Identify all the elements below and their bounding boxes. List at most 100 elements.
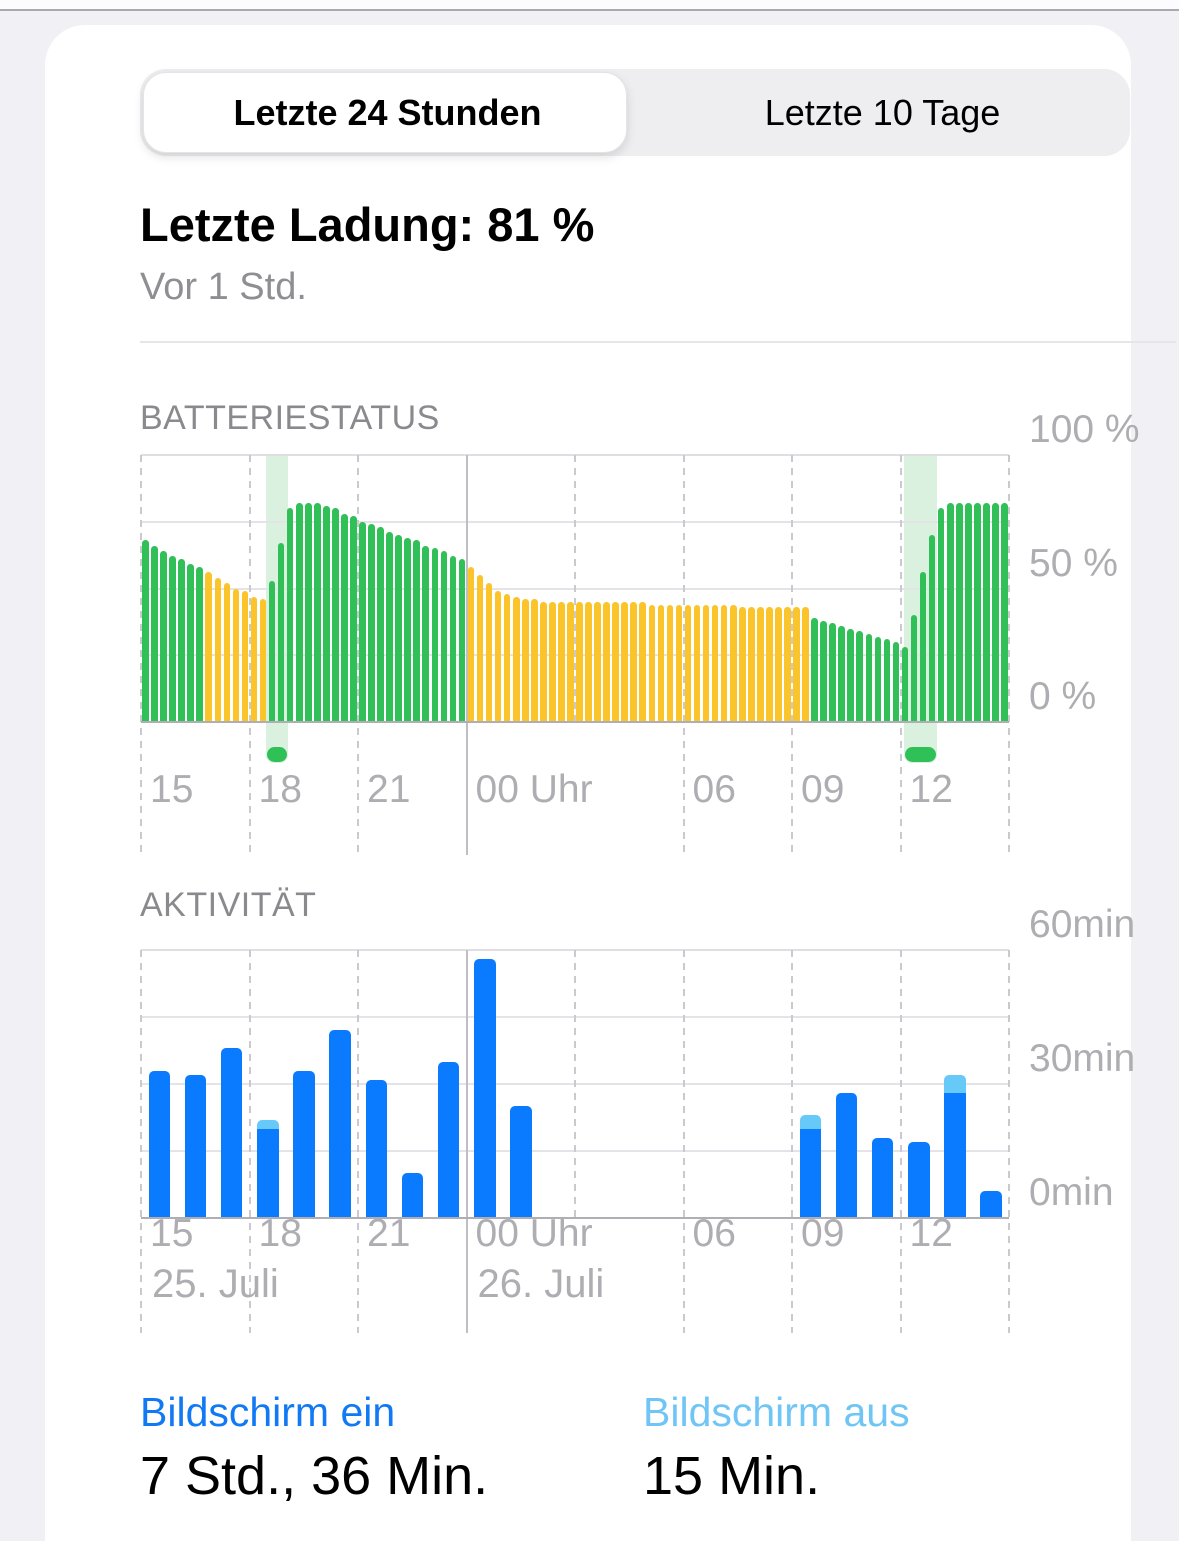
screen-on-segment xyxy=(184,1075,207,1218)
screen-on-segment xyxy=(329,1030,351,1218)
screen-off-segment xyxy=(944,1075,966,1093)
activity-chart[interactable] xyxy=(140,949,1010,1333)
activity-bar xyxy=(835,1092,858,1218)
y-axis-label: 30min xyxy=(1029,1037,1136,1080)
hour-gridline xyxy=(357,455,359,855)
screen-on-segment xyxy=(908,1142,930,1218)
hour-gridline xyxy=(682,455,685,855)
y-axis-label: 60min xyxy=(1029,903,1136,946)
y-axis-label: 50 % xyxy=(1029,541,1118,585)
screen-on-segment xyxy=(510,1106,532,1218)
hour-gridline xyxy=(574,455,576,722)
hour-gridline xyxy=(140,455,142,855)
screen-off-legend-label: Bildschirm aus xyxy=(643,1389,910,1435)
battery-bar xyxy=(332,508,339,722)
battery-bar xyxy=(865,633,873,722)
battery-bar xyxy=(793,607,800,722)
battery-bar xyxy=(395,535,402,722)
battery-bar xyxy=(350,516,357,722)
tab-last-10-days[interactable]: Letzte 10 Tage xyxy=(764,91,1001,133)
battery-bar xyxy=(784,607,791,722)
hour-label: 18 xyxy=(258,1212,302,1255)
battery-bar xyxy=(268,580,276,722)
activity-bar xyxy=(293,1070,315,1218)
battery-bar xyxy=(974,503,981,722)
battery-bar xyxy=(386,532,393,722)
battery-bar xyxy=(693,604,701,722)
battery-bar xyxy=(467,567,475,722)
battery-bar xyxy=(313,503,321,722)
last-charge-title: Letzte Ladung: 81 % xyxy=(140,198,595,251)
battery-bar xyxy=(757,607,764,722)
battery-bar xyxy=(612,601,619,722)
battery-bar xyxy=(503,593,511,722)
battery-bar xyxy=(178,559,185,722)
battery-bar xyxy=(729,604,737,722)
battery-bar xyxy=(494,591,502,722)
battery-bar xyxy=(901,647,909,722)
activity-bar xyxy=(908,1142,930,1218)
battery-bar xyxy=(422,545,430,722)
hour-gridline xyxy=(357,950,359,1333)
battery-bar xyxy=(567,601,574,722)
battery-bar xyxy=(323,505,330,722)
charging-indicator-pill xyxy=(905,747,936,762)
screen-on-segment xyxy=(257,1128,279,1218)
hour-label: 15 xyxy=(150,768,194,811)
divider xyxy=(140,341,1176,343)
battery-bar xyxy=(214,577,222,722)
activity-bar xyxy=(184,1075,207,1218)
battery-bar xyxy=(151,545,158,722)
activity-bar xyxy=(871,1137,894,1218)
hour-label: 15 xyxy=(150,1212,194,1255)
battery-bar xyxy=(142,540,149,722)
battery-bar xyxy=(540,601,547,722)
battery-bar xyxy=(259,599,267,722)
date-label: 26. Juli xyxy=(477,1262,605,1306)
battery-bar xyxy=(992,503,999,722)
battery-bar xyxy=(702,604,710,722)
battery-bar xyxy=(277,543,285,722)
screen-on-segment xyxy=(835,1092,858,1218)
battery-bar xyxy=(304,503,312,722)
battery-bar xyxy=(919,572,927,722)
battery-bar xyxy=(983,503,990,722)
battery-bar xyxy=(576,601,583,722)
hour-gridline xyxy=(248,455,251,855)
battery-bar xyxy=(829,623,836,722)
battery-bar xyxy=(558,601,565,722)
hour-label: 09 xyxy=(801,1212,845,1255)
battery-bar xyxy=(368,524,375,722)
battery-bar xyxy=(883,639,891,722)
last-charge-subtitle: Vor 1 Std. xyxy=(140,266,307,308)
date-label: 25. Juli xyxy=(152,1262,279,1306)
battery-bar xyxy=(476,575,484,722)
screen-on-segment xyxy=(401,1173,424,1218)
battery-bar xyxy=(955,503,963,722)
activity-bar xyxy=(799,1115,821,1218)
hour-gridline xyxy=(791,455,793,855)
hour-label: 21 xyxy=(367,1212,411,1255)
activity-section-title: AKTIVITÄT xyxy=(140,886,317,924)
hour-gridline xyxy=(574,950,576,1218)
hour-gridline xyxy=(1008,950,1010,1333)
hour-label: 12 xyxy=(909,1212,953,1255)
baseline-gridline xyxy=(141,1217,1009,1219)
battery-bar xyxy=(811,617,818,722)
battery-bar xyxy=(856,631,864,722)
battery-bar xyxy=(440,551,448,722)
battery-bar xyxy=(585,601,592,722)
battery-level-chart[interactable] xyxy=(140,454,1010,855)
hour-label: 06 xyxy=(692,768,736,811)
screen-on-segment xyxy=(293,1070,315,1218)
hour-gridline xyxy=(140,950,142,1333)
battery-bar xyxy=(847,628,855,722)
hour-label: 09 xyxy=(801,768,845,811)
tab-last-24-hours[interactable]: Letzte 24 Stunden xyxy=(233,91,542,133)
time-range-segmented-control: Letzte 24 Stunden Letzte 10 Tage xyxy=(140,69,1130,156)
battery-bar xyxy=(205,572,213,722)
hour-gridline xyxy=(1008,455,1010,855)
hour-gridline xyxy=(791,950,793,1333)
battery-bar xyxy=(928,535,936,722)
activity-bar xyxy=(257,1119,279,1218)
